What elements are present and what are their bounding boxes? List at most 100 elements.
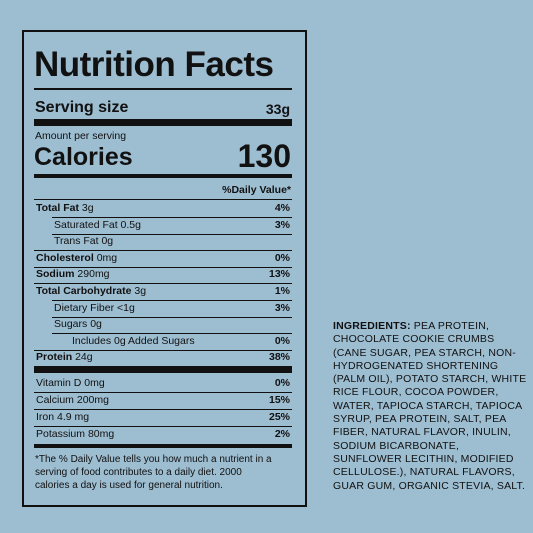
daily-value: 3% (274, 301, 290, 314)
rule (34, 444, 292, 448)
nutrient-row: Calcium 200mg (36, 395, 109, 406)
nutrient-amount: <1g (117, 301, 135, 314)
rule (34, 349, 292, 351)
ingredient-line: SYRUP, PEA PROTEIN, SALT, PEA (333, 413, 526, 426)
rule (34, 250, 292, 252)
rule (34, 426, 292, 427)
nutrient-name: Total Fat (36, 202, 79, 214)
nutrient-row: Protein 24g (36, 352, 93, 363)
rule (34, 392, 292, 393)
nutrient-row: Dietary Fiber <1g (54, 301, 135, 314)
rule (34, 199, 292, 200)
footnote: serving of food contributes to a daily d… (35, 467, 242, 478)
ingredient-text: CELLULOSE.), NATURAL FLAVORS, (333, 466, 515, 479)
rule (52, 316, 292, 318)
nutrient-name: Dietary Fiber (54, 301, 115, 314)
ingredient-text: GUAR GUM, ORGANIC STEVIA, SALT. (333, 479, 526, 492)
ingredient-text: WATER, TAPIOCA STARCH, TAPIOCA (333, 399, 523, 412)
ingredient-text: SODIUM BICARBONATE, (333, 439, 460, 452)
rule (34, 283, 292, 285)
nutrient-row: Cholesterol 0mg (36, 253, 117, 264)
rule (34, 119, 292, 126)
nutrient-row: Iron 4.9 mg (36, 412, 89, 423)
nutrient-name: Cholesterol (36, 251, 94, 264)
nutrient-amount: 0g (90, 318, 102, 331)
nutrient-amount: 0mg (84, 377, 105, 389)
nutrient-amount: 0mg (96, 251, 118, 264)
nutrient-row: Total Fat 3g (36, 203, 94, 214)
ingredient-line: HYDROGENATED SHORTENING (333, 360, 526, 373)
rule (34, 266, 292, 268)
nutrient-name: Sodium (36, 268, 75, 281)
footnote: *The % Daily Value tells you how much a … (35, 454, 272, 465)
nutrient-name: Includes 0g Added Sugars (72, 334, 195, 347)
ingredient-text: SUNFLOWER LECITHIN, MODIFIED (333, 452, 514, 465)
rule (34, 366, 292, 373)
ingredient-line: SUNFLOWER LECITHIN, MODIFIED (333, 453, 526, 466)
nutrient-amount: 24g (75, 351, 93, 364)
nutrient-name: Saturated Fat (54, 218, 118, 231)
rule (52, 233, 292, 235)
rule (52, 300, 292, 301)
ingredient-text: (PALM OIL), POTATO STARCH, WHITE (333, 373, 527, 386)
nutrient-amount: 3g (81, 202, 94, 214)
ingredient-text: (CANE SUGAR, PEA STARCH, NON- (333, 346, 516, 359)
ingredient-line: SODIUM BICARBONATE, (333, 440, 526, 453)
ingredient-text: RICE FLOUR, COCOA POWDER, (333, 386, 499, 399)
daily-value: 0% (274, 251, 290, 264)
nutrient-name: Total Carbohydrate (36, 285, 132, 297)
ingredient-line: FIBER, NATURAL FLAVOR, INULIN, (333, 426, 526, 439)
ingredient-line: (PALM OIL), POTATO STARCH, WHITE (333, 373, 526, 386)
nutrient-name: Iron (36, 411, 55, 423)
rule (52, 333, 292, 335)
rule (52, 217, 292, 218)
ingredient-line: INGREDIENTS: PEA PROTEIN, (333, 320, 526, 333)
nutrient-row: Vitamin D 0mg (36, 378, 105, 389)
nutrient-amount: 4.9 mg (57, 411, 90, 423)
nutrient-row: Includes 0g Added Sugars (72, 336, 195, 347)
nutrient-amount: 3g (134, 285, 147, 297)
amount-per-serving: Amount per serving (35, 130, 127, 142)
rule (34, 409, 292, 410)
daily-value: 13% (268, 268, 290, 281)
nutrient-name: Sugars (54, 318, 88, 331)
daily-value: 38% (268, 351, 290, 364)
serving-size: 33g (265, 101, 290, 117)
ingredients-heading: INGREDIENTS: (333, 320, 411, 332)
ingredient-text: CHOCOLATE COOKIE CRUMBS (333, 333, 495, 346)
daily-value: 3% (274, 218, 290, 231)
nutrient-amount: 290mg (77, 268, 110, 281)
ingredient-text: SYRUP, PEA PROTEIN, SALT, PEA (333, 413, 507, 426)
nutrient-row: Trans Fat 0g (54, 236, 113, 247)
dv-header: %Daily Value* (222, 184, 291, 196)
nutrient-row: Total Carbohydrate 3g (36, 286, 146, 297)
nutrient-name: Vitamin D (36, 377, 82, 389)
nutrient-row: Sodium 290mg (36, 269, 110, 280)
nutrient-amount: 0g (101, 235, 114, 248)
daily-value: 0% (274, 377, 290, 389)
ingredient-line: WATER, TAPIOCA STARCH, TAPIOCA (333, 400, 526, 413)
serving-label: Serving size (35, 99, 129, 116)
calories: 130 (237, 138, 291, 174)
nutrient-amount: 80mg (87, 428, 115, 440)
ingredient-line: RICE FLOUR, COCOA POWDER, (333, 386, 526, 399)
nutrient-name: Potassium (36, 428, 86, 440)
nutrient-amount: 0.5g (120, 218, 141, 231)
daily-value: 15% (268, 394, 290, 406)
daily-value: 2% (274, 428, 290, 440)
ingredients: INGREDIENTS: PEA PROTEIN, CHOCOLATE COOKI… (333, 320, 526, 493)
footnote: calories a day is used for general nutri… (35, 480, 223, 491)
daily-value: 1% (274, 285, 290, 297)
title: Nutrition Facts (34, 45, 274, 84)
ingredient-text: HYDROGENATED SHORTENING (333, 359, 499, 372)
calories-label: Calories (34, 143, 133, 171)
nutrient-name: Calcium (36, 394, 74, 406)
ingredient-line: CELLULOSE.), NATURAL FLAVORS, (333, 466, 526, 479)
daily-value: 0% (274, 334, 290, 347)
rule (34, 174, 292, 178)
ingredient-text: FIBER, NATURAL FLAVOR, INULIN, (333, 426, 511, 439)
nutrient-name: Trans Fat (54, 235, 99, 248)
ingredient-line: CHOCOLATE COOKIE CRUMBS (333, 333, 526, 346)
ingredient-text: PEA PROTEIN, (413, 320, 490, 332)
